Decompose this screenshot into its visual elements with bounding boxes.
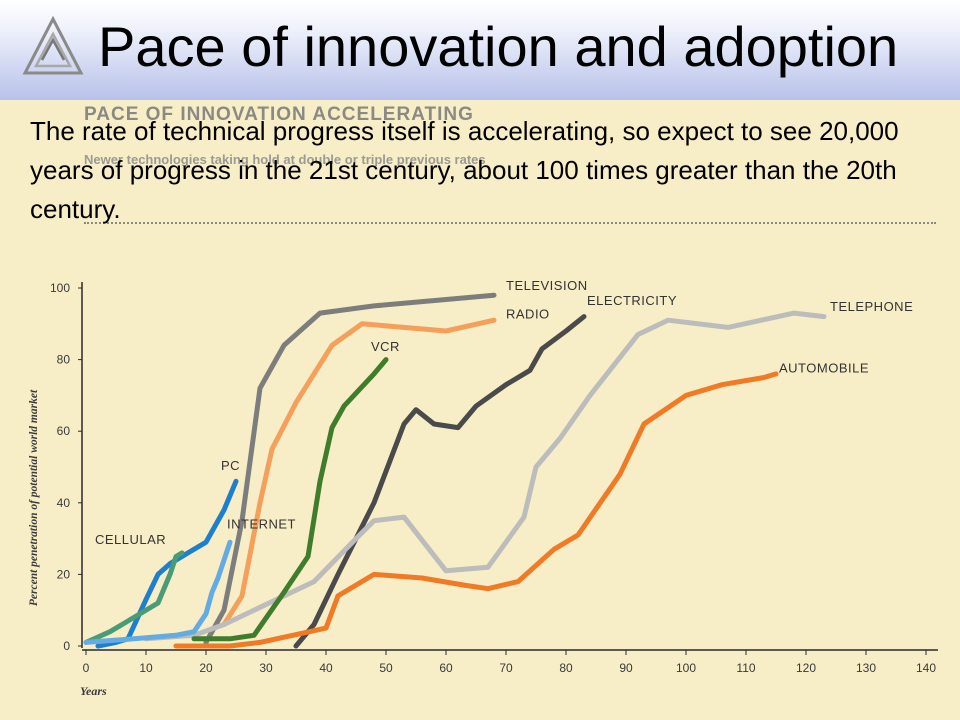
series-line-cellular xyxy=(83,550,185,645)
series-label-radio: RADIO xyxy=(506,306,550,321)
series-label-internet: INTERNET xyxy=(227,517,296,532)
series-label-television: TELEVISION xyxy=(506,278,588,293)
series-label-vcr: VCR xyxy=(371,339,400,354)
series-line-radio xyxy=(221,317,497,627)
divider xyxy=(84,222,936,224)
x-tick-label: 100 xyxy=(676,661,696,675)
adoption-line-chart: 0 20 40 60 80 100 0 10 20 30 40 50 60 70 80 90 100 110 120… xyxy=(28,278,938,698)
x-tick-label: 20 xyxy=(199,661,213,675)
x-axis-label: Years xyxy=(80,684,107,698)
series-label-telephone: TELEPHONE xyxy=(830,299,913,314)
y-tick-label: 0 xyxy=(63,639,70,653)
series-label-cellular: CELLULAR xyxy=(95,532,166,547)
series-line-automobile xyxy=(173,371,779,649)
y-tick-label: 100 xyxy=(50,281,70,295)
series-label-pc: PC xyxy=(221,458,240,473)
x-tick-label: 140 xyxy=(916,661,936,675)
y-tick-label: 60 xyxy=(57,424,71,438)
x-tick-label: 80 xyxy=(559,661,573,675)
x-tick-label: 120 xyxy=(796,661,816,675)
x-tick-label: 0 xyxy=(83,661,90,675)
x-tick-label: 110 xyxy=(736,661,755,675)
x-tick-label: 30 xyxy=(259,661,273,675)
series-line-internet xyxy=(83,539,233,645)
series-line-television xyxy=(203,292,497,645)
y-tick-label: 40 xyxy=(57,496,71,510)
series-label-electricity: ELECTRICITY xyxy=(587,293,677,308)
y-tick-label: 80 xyxy=(57,353,71,367)
x-tick-label: 60 xyxy=(439,661,453,675)
title-bar: Pace of innovation and adoption xyxy=(0,0,960,100)
image-subheading: Newer technologies taking hold at double… xyxy=(84,152,486,167)
x-tick-label: 130 xyxy=(856,661,876,675)
x-tick-label: 40 xyxy=(319,661,333,675)
series-line-electricity xyxy=(293,314,587,649)
x-tick-label: 10 xyxy=(139,661,153,675)
x-tick-label: 70 xyxy=(499,661,513,675)
slide-title: Pace of innovation and adoption xyxy=(98,15,899,78)
slide-body-text: The rate of technical progress itself is… xyxy=(30,116,899,224)
y-tick-label: 20 xyxy=(57,567,71,581)
company-logo-icon xyxy=(22,16,84,75)
y-axis-label: Percent penetration of potential world m… xyxy=(28,389,40,606)
x-tick-label: 90 xyxy=(619,661,633,675)
chart-panel xyxy=(0,100,960,720)
series-label-automobile: AUTOMOBILE xyxy=(779,360,869,375)
series-line-vcr xyxy=(191,357,389,642)
series-line-telephone xyxy=(143,310,827,642)
image-heading: PACE OF INNOVATION ACCELERATING xyxy=(84,104,474,125)
x-tick-label: 50 xyxy=(379,661,393,675)
